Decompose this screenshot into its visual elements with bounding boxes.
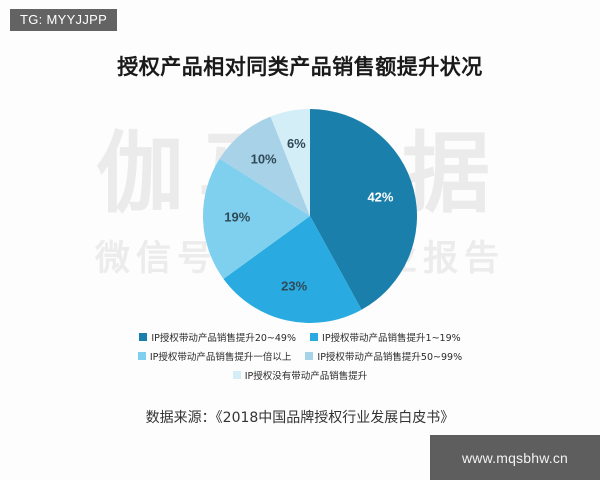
legend-item[interactable]: IP授权带动产品销售提升20~49% — [139, 330, 296, 344]
pie-slice-label: 6% — [287, 136, 306, 151]
pie-slice-group — [203, 109, 417, 323]
legend-swatch-icon — [305, 352, 314, 360]
site-url-badge: www.mqsbhw.cn — [430, 435, 600, 480]
pie-slice — [219, 116, 310, 216]
legend-item[interactable]: IP授权带动产品销售提升一倍以上 — [137, 349, 292, 363]
legend-row: IP授权带动产品销售提升20~49% IP授权带动产品销售提升1~19% — [0, 330, 600, 344]
legend-item-label: IP授权带动产品销售提升20~49% — [151, 333, 297, 344]
pie-slice-label: 42% — [367, 189, 393, 204]
legend-row: IP授权没有带动产品销售提升 — [0, 368, 600, 382]
legend-item-label: IP授权没有带动产品销售提升 — [244, 371, 368, 382]
legend-swatch-icon — [310, 333, 319, 341]
legend-item-label: IP授权带动产品销售提升50~99% — [317, 352, 463, 363]
legend-swatch-icon — [137, 352, 146, 360]
pie-slice-label: 10% — [251, 151, 277, 166]
pie-slice — [203, 158, 310, 279]
legend-swatch-icon — [139, 333, 148, 341]
pie-slice — [223, 216, 362, 323]
pie-slice-label: 23% — [281, 278, 307, 293]
data-source-text: 数据来源：《2018中国品牌授权行业发展白皮书》 — [145, 410, 455, 426]
pie-slice — [270, 109, 310, 216]
pie-slice-label: 19% — [224, 210, 250, 225]
pie-label-group: 42% 23% 19% 10% 6% — [224, 136, 394, 293]
legend-item[interactable]: IP授权带动产品销售提升1~19% — [310, 330, 461, 344]
legend-item-label: IP授权带动产品销售提升1~19% — [322, 333, 461, 344]
legend-row: IP授权带动产品销售提升一倍以上 IP授权带动产品销售提升50~99% — [0, 349, 600, 363]
page-title: 授权产品相对同类产品销售额提升状况 — [117, 55, 483, 79]
chart-legend: IP授权带动产品销售提升20~49% IP授权带动产品销售提升1~19% IP授权带… — [0, 330, 600, 387]
legend-item[interactable]: IP授权没有带动产品销售提升 — [232, 368, 368, 382]
pie-slice — [310, 109, 417, 310]
legend-item-label: IP授权带动产品销售提升一倍以上 — [149, 352, 292, 363]
tg-tag-badge: TG: MYYJJPP — [10, 9, 118, 31]
legend-swatch-icon — [232, 371, 241, 379]
legend-item[interactable]: IP授权带动产品销售提升50~99% — [305, 349, 462, 363]
